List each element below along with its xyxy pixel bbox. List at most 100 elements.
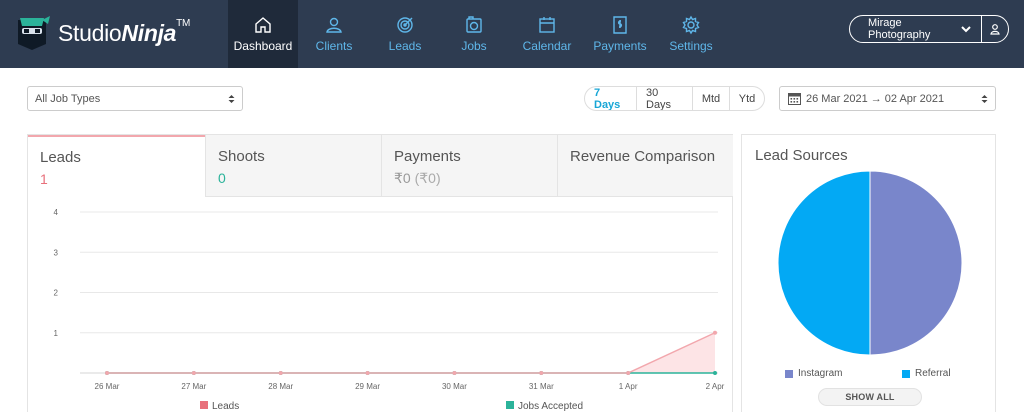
legend-swatch	[200, 401, 208, 409]
data-point	[365, 371, 370, 375]
legend-label: Jobs Accepted	[518, 401, 583, 412]
user-icon	[990, 24, 1000, 35]
y-tick-label: 4	[54, 208, 59, 217]
nav-item-jobs[interactable]: Jobs	[440, 0, 508, 68]
brand-suffix: Ninja	[121, 19, 177, 46]
studio-ninja-logo[interactable]: StudioNinjaTM	[12, 10, 190, 56]
x-tick-label: 31 Mar	[529, 382, 554, 391]
y-tick-label: 1	[54, 329, 59, 338]
account-name: Mirage Photography	[868, 17, 931, 41]
calendar-icon	[539, 17, 555, 33]
data-point	[105, 371, 109, 375]
legend-label: Instagram	[798, 368, 843, 379]
data-point	[713, 330, 717, 335]
main-nav: Dashboard Clients Leads Jobs Calendar Pa…	[228, 0, 728, 68]
nav-item-leads[interactable]: Leads	[370, 0, 440, 68]
tab-shoots[interactable]: Shoots 0	[205, 135, 381, 197]
date-from: 26 Mar 2021	[806, 92, 868, 105]
legend-swatch	[506, 401, 514, 409]
account-switcher[interactable]: Mirage Photography	[849, 15, 1009, 43]
legend-item-referral: Referral	[902, 368, 951, 379]
nav-label-jobs: Jobs	[461, 39, 487, 53]
series-area-leads	[107, 332, 715, 373]
users-icon	[326, 17, 342, 33]
tab-payments-subvalue: (₹0)	[414, 170, 441, 186]
date-range-picker[interactable]: 26 Mar 2021 → 02 Apr 2021	[779, 86, 996, 111]
gear-icon	[682, 15, 700, 35]
lead-sources-card: Lead Sources Instagram Referral SHOW ALL	[741, 134, 996, 412]
job-types-value: All Job Types	[35, 92, 101, 105]
nav-label-payments: Payments	[593, 39, 647, 53]
y-tick-label: 2	[54, 289, 59, 298]
tab-payments-label: Payments	[394, 148, 461, 165]
nav-label-leads: Leads	[388, 39, 422, 53]
legend-swatch	[902, 369, 910, 378]
stats-tabs: Leads 1 Shoots 0 Payments ₹0 (₹0) Revenu…	[28, 135, 733, 197]
top-navigation-bar: StudioNinjaTM Dashboard Clients Leads Jo…	[0, 0, 1024, 68]
nav-label-clients: Clients	[315, 39, 353, 53]
home-icon	[255, 17, 271, 33]
tab-payments-value: ₹0	[394, 170, 411, 186]
pie-slice-referral	[777, 170, 871, 356]
job-types-select[interactable]: All Job Types	[27, 86, 243, 111]
nav-item-calendar[interactable]: Calendar	[508, 0, 586, 68]
tab-payments[interactable]: Payments ₹0 (₹0)	[381, 135, 557, 197]
x-tick-label: 27 Mar	[181, 382, 206, 391]
nav-label-dashboard: Dashboard	[233, 39, 293, 53]
select-arrows-icon	[228, 94, 235, 103]
y-tick-label: 3	[54, 248, 59, 257]
legend-label: Leads	[212, 401, 239, 412]
chevron-down-icon	[961, 26, 971, 33]
x-tick-label: 26 Mar	[95, 382, 120, 391]
nav-item-clients[interactable]: Clients	[298, 0, 370, 68]
date-arrow: →	[870, 92, 882, 105]
series-line-leads	[107, 332, 716, 374]
invoice-icon	[613, 16, 627, 34]
nav-item-dashboard[interactable]: Dashboard	[228, 0, 298, 68]
trademark: TM	[176, 17, 190, 29]
tab-shoots-value: 0	[218, 170, 226, 186]
nav-label-settings: Settings	[669, 39, 713, 53]
date-to: 02 Apr 2021	[884, 92, 945, 105]
camera-icon	[466, 16, 482, 33]
x-tick-label: 29 Mar	[355, 382, 380, 391]
target-icon	[397, 17, 413, 33]
tab-revenue-comparison[interactable]: Revenue Comparison	[557, 135, 733, 197]
range-ytd[interactable]: Ytd	[729, 87, 764, 110]
tab-payments-value-row: ₹0 (₹0)	[394, 170, 557, 187]
tab-revenue-label: Revenue Comparison	[570, 148, 716, 165]
legend-swatch	[785, 369, 793, 378]
x-tick-label: 30 Mar	[442, 382, 467, 391]
brand-prefix: Studio	[58, 19, 122, 46]
data-point	[452, 371, 457, 375]
calendar-icon	[788, 93, 801, 105]
x-tick-label: 28 Mar	[268, 382, 293, 391]
ninja-logo-icon	[18, 16, 50, 50]
range-7-days[interactable]: 7 Days	[594, 86, 621, 111]
stats-card: Leads 1 Shoots 0 Payments ₹0 (₹0) Revenu…	[27, 134, 733, 412]
tab-leads-label: Leads	[40, 149, 81, 166]
x-tick-label: 2 Apr	[706, 382, 725, 391]
lead-sources-pie-chart	[777, 170, 963, 356]
user-profile-button[interactable]	[981, 16, 1008, 42]
range-mtd[interactable]: Mtd	[692, 87, 729, 110]
nav-item-settings[interactable]: Settings	[654, 0, 728, 68]
data-point	[539, 371, 544, 375]
tab-shoots-label: Shoots	[218, 148, 265, 165]
leads-line-chart: 1 2 3 4 26 Mar 27 Mar 28 Mar 29 Mar 30 Mar 31 Mar…	[54, 208, 725, 412]
nav-item-payments[interactable]: Payments	[586, 0, 654, 68]
data-point	[626, 371, 631, 375]
data-point	[278, 371, 283, 375]
tab-leads-value: 1	[40, 171, 48, 187]
tab-leads[interactable]: Leads 1	[28, 135, 205, 197]
legend-item-instagram: Instagram	[785, 368, 842, 379]
data-point	[191, 371, 196, 375]
x-tick-label: 1 Apr	[619, 382, 638, 391]
range-30-days[interactable]: 30 Days	[636, 87, 692, 110]
nav-label-calendar: Calendar	[522, 39, 572, 53]
show-all-button[interactable]: SHOW ALL	[818, 388, 922, 406]
date-range-toggle: 7 Days 30 Days Mtd Ytd	[584, 86, 765, 111]
brand-name: StudioNinjaTM	[58, 17, 190, 47]
select-arrows-icon	[981, 94, 988, 103]
pie-slice-instagram	[869, 170, 963, 356]
